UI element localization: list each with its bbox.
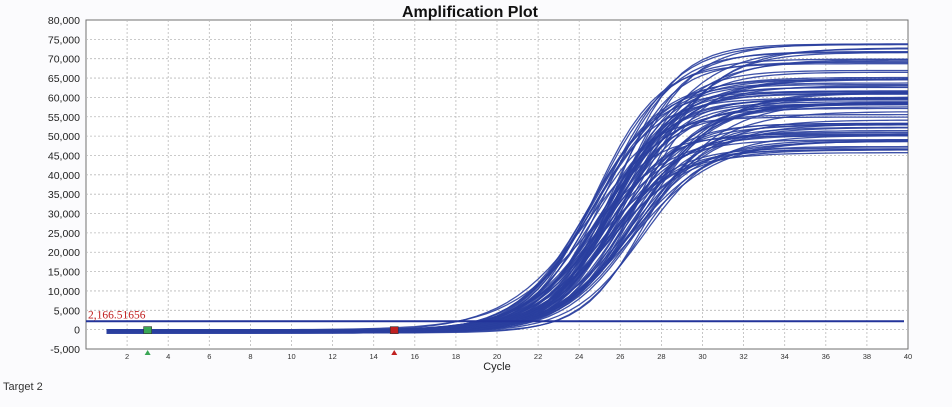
x-tick-label: 12 bbox=[328, 352, 336, 361]
baseline-markers[interactable] bbox=[143, 326, 399, 355]
y-axis-ticks: -5,000 0 5,000 10,000 15,000 20,000 25,000 30,0… bbox=[48, 15, 80, 356]
x-tick-label: 24 bbox=[575, 352, 583, 361]
y-tick-label: 65,000 bbox=[48, 73, 80, 85]
baseline-start-marker[interactable] bbox=[143, 326, 152, 334]
x-tick-label: 18 bbox=[452, 352, 460, 361]
y-tick-label: 80,000 bbox=[48, 15, 80, 27]
x-tick-label: 20 bbox=[493, 352, 501, 361]
x-tick-label: 14 bbox=[370, 352, 378, 361]
y-tick-label: 45,000 bbox=[48, 150, 80, 162]
x-tick-label: 38 bbox=[863, 352, 871, 361]
chart-title: Amplification Plot bbox=[402, 4, 539, 21]
y-tick-label: 15,000 bbox=[48, 267, 80, 279]
x-axis-ticks: 2 4 6 8 10 12 14 16 18 20 22 24 26 28 30 32 34 36 38 40 bbox=[125, 352, 912, 361]
x-tick-label: 34 bbox=[781, 352, 789, 361]
y-tick-label: 60,000 bbox=[48, 92, 80, 104]
y-tick-label: 10,000 bbox=[48, 286, 80, 298]
y-tick-label: 0 bbox=[74, 325, 80, 337]
y-tick-label: 55,000 bbox=[48, 112, 80, 124]
y-tick-label: 75,000 bbox=[48, 34, 80, 46]
y-tick-label: 30,000 bbox=[48, 209, 80, 221]
y-tick-label: 35,000 bbox=[48, 189, 80, 201]
y-tick-label: 25,000 bbox=[48, 228, 80, 240]
y-tick-label: 5,000 bbox=[54, 305, 80, 317]
x-tick-label: 30 bbox=[698, 352, 706, 361]
y-tick-label: 50,000 bbox=[48, 131, 80, 143]
x-tick-label: 28 bbox=[657, 352, 665, 361]
x-tick-label: 2 bbox=[125, 352, 129, 361]
x-tick-label: 36 bbox=[822, 352, 830, 361]
x-tick-label: 8 bbox=[248, 352, 252, 361]
y-tick-label: -5,000 bbox=[50, 344, 80, 356]
x-tick-label: 16 bbox=[411, 352, 419, 361]
amplification-curves bbox=[106, 43, 909, 334]
y-tick-label: 20,000 bbox=[48, 247, 80, 259]
x-tick-label: 10 bbox=[287, 352, 295, 361]
marker-arrow-icon bbox=[391, 350, 398, 355]
grid bbox=[86, 20, 908, 349]
x-tick-label: 26 bbox=[616, 352, 624, 361]
marker-arrow-icon bbox=[144, 350, 151, 355]
x-axis-label: Cycle bbox=[483, 361, 511, 373]
x-tick-label: 4 bbox=[166, 352, 170, 361]
x-tick-label: 6 bbox=[207, 352, 211, 361]
baseline-end-marker[interactable] bbox=[389, 326, 399, 334]
x-tick-label: 32 bbox=[739, 352, 747, 361]
amplification-curve bbox=[106, 148, 908, 331]
x-tick-label: 40 bbox=[904, 352, 912, 361]
y-tick-label: 70,000 bbox=[48, 54, 80, 66]
x-tick-label: 22 bbox=[534, 352, 542, 361]
threshold[interactable]: 2,166.51656 bbox=[86, 309, 904, 323]
y-tick-label: 40,000 bbox=[48, 170, 80, 182]
target-label: Target 2 bbox=[3, 381, 43, 393]
threshold-value-label: 2,166.51656 bbox=[88, 309, 146, 321]
